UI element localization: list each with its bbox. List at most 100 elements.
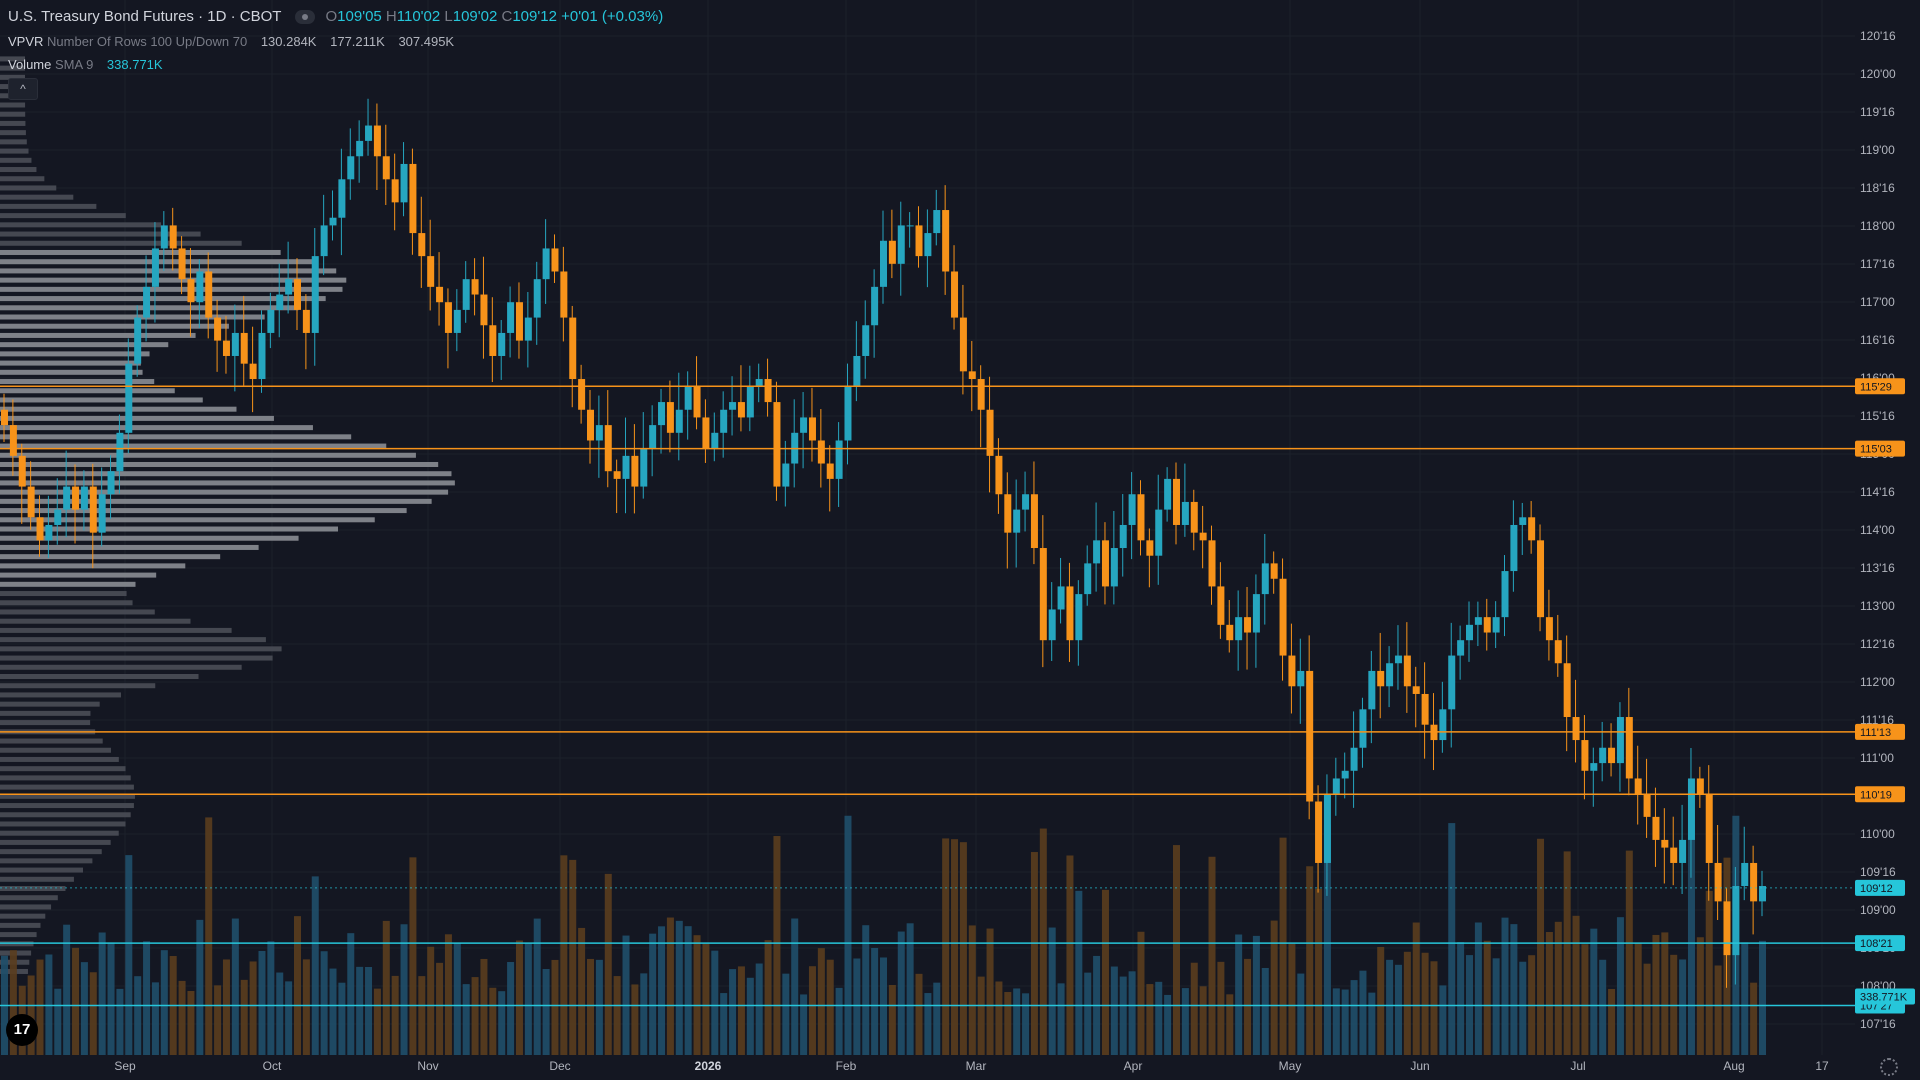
volume-bar <box>1208 856 1216 1055</box>
candle-body <box>622 455 630 479</box>
volume-bar <box>968 925 976 1055</box>
volume-profile-bar <box>0 830 119 836</box>
candle-body <box>196 271 204 303</box>
high-value: 110'02 <box>396 8 441 25</box>
candle-body <box>134 317 142 364</box>
volume-bar <box>151 982 159 1055</box>
volume-bar <box>498 991 506 1055</box>
volume-bar <box>294 916 301 1055</box>
volume-bar <box>1297 973 1305 1055</box>
volume-profile-bar <box>0 342 169 348</box>
tradingview-logo-icon[interactable]: 17 <box>6 1014 38 1046</box>
volume-profile-bar <box>0 609 155 615</box>
candle-body <box>1226 624 1234 641</box>
symbol-title[interactable]: U.S. Treasury Bond Futures · 1D · CBOT <box>8 8 282 25</box>
volume-bar <box>196 919 204 1055</box>
candle-body <box>222 340 230 356</box>
volume-bar <box>1217 961 1225 1055</box>
volume-profile-bar <box>0 747 111 753</box>
x-tick-label: Feb <box>836 1059 857 1073</box>
volume-value-label: 338.771K <box>1860 992 1908 1004</box>
candle-body <box>666 402 674 433</box>
settings-gear-icon[interactable] <box>1880 1058 1898 1076</box>
volume-bar <box>1190 962 1198 1055</box>
volume-bar <box>1679 959 1687 1055</box>
candle-body <box>89 486 97 533</box>
candle-body <box>817 440 825 464</box>
volume-bar <box>835 987 843 1055</box>
volume-bar <box>1332 988 1340 1055</box>
candle-body <box>187 279 195 303</box>
candle-body <box>267 309 275 333</box>
volume-bar <box>578 927 586 1055</box>
candle-body <box>214 317 222 341</box>
volume-legend[interactable]: Volume SMA 9 338.771K <box>8 57 163 72</box>
x-tick-label: Mar <box>966 1059 987 1073</box>
visibility-icon[interactable] <box>295 10 316 25</box>
volume-bar <box>986 928 994 1055</box>
volume-bar <box>933 982 941 1055</box>
candle-body <box>98 494 106 533</box>
volume-bar <box>1492 958 1500 1055</box>
volume-bar <box>311 876 319 1055</box>
volume-bar <box>924 993 932 1055</box>
volume-bar <box>551 959 559 1055</box>
volume-bar <box>356 966 364 1055</box>
price-level-label: 111'13 <box>1860 727 1891 739</box>
candle-body <box>285 279 293 295</box>
volume-profile-bar <box>0 922 41 928</box>
volume-bar <box>844 815 852 1055</box>
volume-bar <box>871 948 879 1055</box>
candle-body <box>365 125 373 141</box>
volume-bar <box>1155 981 1163 1055</box>
candle-body <box>1244 617 1252 633</box>
candle-body <box>640 448 648 487</box>
price-level-label: 115'03 <box>1860 444 1892 456</box>
candle-body <box>160 225 168 249</box>
volume-profile-bar <box>0 102 26 108</box>
price-level-label: 108'21 <box>1860 938 1893 950</box>
candle-body <box>63 486 71 510</box>
candle-body <box>1545 617 1553 641</box>
volume-bar <box>347 933 355 1055</box>
volume-bar <box>951 839 959 1055</box>
volume-profile-bar <box>0 461 439 467</box>
candle-body <box>524 317 532 341</box>
volume-bar <box>773 836 781 1055</box>
volume-bar <box>569 859 577 1055</box>
candle-body <box>1741 862 1749 887</box>
x-tick-label: Aug <box>1723 1059 1744 1073</box>
volume-bar <box>178 980 186 1055</box>
candle-body <box>1039 548 1047 641</box>
candle-body <box>1537 540 1545 618</box>
volume-bar <box>560 855 568 1055</box>
candle-body <box>1696 778 1704 794</box>
candle-body <box>1004 494 1012 533</box>
candle-body <box>373 125 381 157</box>
volume-profile-bar <box>0 720 91 726</box>
volume-bar <box>959 842 967 1055</box>
vpvr-legend[interactable]: VPVR Number Of Rows 100 Up/Down 70 130.2… <box>8 34 454 49</box>
volume-profile-bar <box>0 203 97 209</box>
volume-bar <box>1359 970 1367 1055</box>
volume-bar <box>906 923 914 1055</box>
volume-bar <box>1261 967 1269 1055</box>
candle-body <box>959 317 967 372</box>
y-tick-label: 120'00 <box>1860 67 1896 81</box>
volume-bar <box>1750 982 1758 1055</box>
candle-body <box>1625 717 1633 779</box>
volume-name: Volume <box>8 57 52 72</box>
volume-bar <box>1288 943 1296 1055</box>
volume-bar <box>373 988 381 1055</box>
volume-bar <box>1687 824 1695 1055</box>
volume-bars <box>1 815 1766 1055</box>
collapse-legend-button[interactable]: ^ <box>8 78 38 100</box>
volume-bar <box>1022 993 1030 1055</box>
price-level-tag <box>1855 723 1905 740</box>
volume-profile-bar <box>0 157 32 163</box>
candle-body <box>1075 594 1083 641</box>
volume-bar <box>915 973 923 1055</box>
volume-profile-bar <box>0 600 133 606</box>
